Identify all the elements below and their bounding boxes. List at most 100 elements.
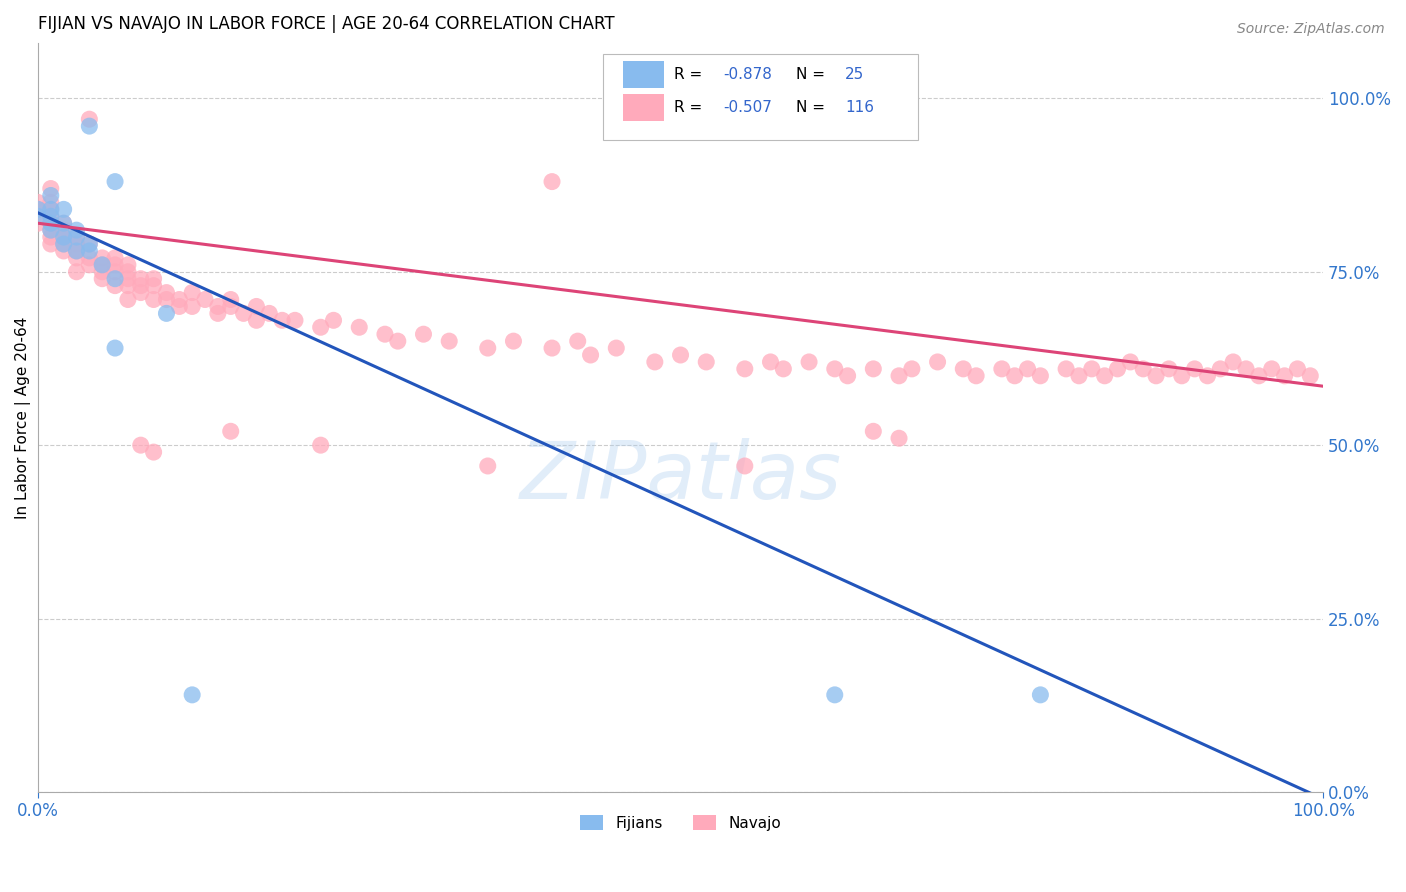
Point	[1119, 355, 1142, 369]
Point	[1197, 368, 1219, 383]
Point	[1184, 362, 1206, 376]
Point	[65, 230, 87, 244]
Point	[1132, 362, 1154, 376]
Point	[965, 368, 987, 383]
Point	[65, 230, 87, 244]
Point	[219, 293, 242, 307]
Point	[27, 202, 49, 217]
Point	[91, 265, 114, 279]
Point	[104, 341, 127, 355]
Point	[207, 300, 229, 314]
Point	[734, 458, 756, 473]
Text: 25: 25	[845, 67, 865, 82]
FancyBboxPatch shape	[623, 94, 664, 120]
Point	[39, 223, 62, 237]
FancyBboxPatch shape	[603, 54, 918, 140]
Point	[65, 265, 87, 279]
Point	[991, 362, 1014, 376]
Point	[142, 278, 165, 293]
Point	[27, 216, 49, 230]
Point	[1017, 362, 1039, 376]
Point	[39, 181, 62, 195]
Text: ZIPatlas: ZIPatlas	[519, 438, 842, 516]
Point	[79, 244, 101, 258]
Point	[39, 202, 62, 217]
Point	[91, 251, 114, 265]
Text: R =: R =	[673, 100, 707, 115]
Point	[772, 362, 794, 376]
Point	[1004, 368, 1026, 383]
Point	[39, 195, 62, 210]
Point	[309, 320, 332, 334]
Point	[155, 285, 177, 300]
Point	[1067, 368, 1090, 383]
Text: N =: N =	[796, 100, 830, 115]
Point	[862, 362, 884, 376]
Point	[104, 175, 127, 189]
Point	[104, 251, 127, 265]
Point	[219, 300, 242, 314]
Point	[117, 293, 139, 307]
Point	[181, 285, 204, 300]
Point	[541, 341, 564, 355]
Point	[181, 688, 204, 702]
Point	[65, 244, 87, 258]
Point	[39, 202, 62, 217]
Point	[39, 188, 62, 202]
Point	[245, 300, 267, 314]
Point	[374, 327, 396, 342]
Point	[824, 362, 846, 376]
Point	[27, 209, 49, 223]
Point	[142, 271, 165, 285]
Point	[862, 425, 884, 439]
Point	[142, 293, 165, 307]
Point	[65, 237, 87, 252]
Point	[219, 425, 242, 439]
Text: 116: 116	[845, 100, 875, 115]
Point	[887, 431, 910, 445]
Point	[1029, 688, 1052, 702]
FancyBboxPatch shape	[623, 61, 664, 87]
Text: N =: N =	[796, 67, 830, 82]
Point	[322, 313, 344, 327]
Point	[669, 348, 692, 362]
Point	[887, 368, 910, 383]
Point	[117, 271, 139, 285]
Point	[52, 230, 75, 244]
Point	[117, 265, 139, 279]
Point	[104, 271, 127, 285]
Point	[259, 306, 281, 320]
Point	[129, 438, 152, 452]
Point	[104, 265, 127, 279]
Point	[759, 355, 782, 369]
Point	[169, 293, 191, 307]
Point	[927, 355, 949, 369]
Point	[27, 202, 49, 217]
Point	[169, 300, 191, 314]
Point	[65, 223, 87, 237]
Point	[567, 334, 589, 348]
Point	[734, 362, 756, 376]
Point	[91, 258, 114, 272]
Point	[541, 175, 564, 189]
Point	[797, 355, 820, 369]
Point	[1222, 355, 1244, 369]
Point	[52, 223, 75, 237]
Point	[437, 334, 460, 348]
Point	[65, 244, 87, 258]
Point	[39, 209, 62, 223]
Point	[104, 278, 127, 293]
Point	[1107, 362, 1129, 376]
Point	[1081, 362, 1104, 376]
Point	[1209, 362, 1232, 376]
Point	[117, 278, 139, 293]
Point	[129, 271, 152, 285]
Point	[52, 216, 75, 230]
Point	[271, 313, 294, 327]
Text: Source: ZipAtlas.com: Source: ZipAtlas.com	[1237, 22, 1385, 37]
Point	[232, 306, 254, 320]
Point	[39, 216, 62, 230]
Point	[477, 341, 499, 355]
Point	[349, 320, 371, 334]
Point	[1029, 368, 1052, 383]
